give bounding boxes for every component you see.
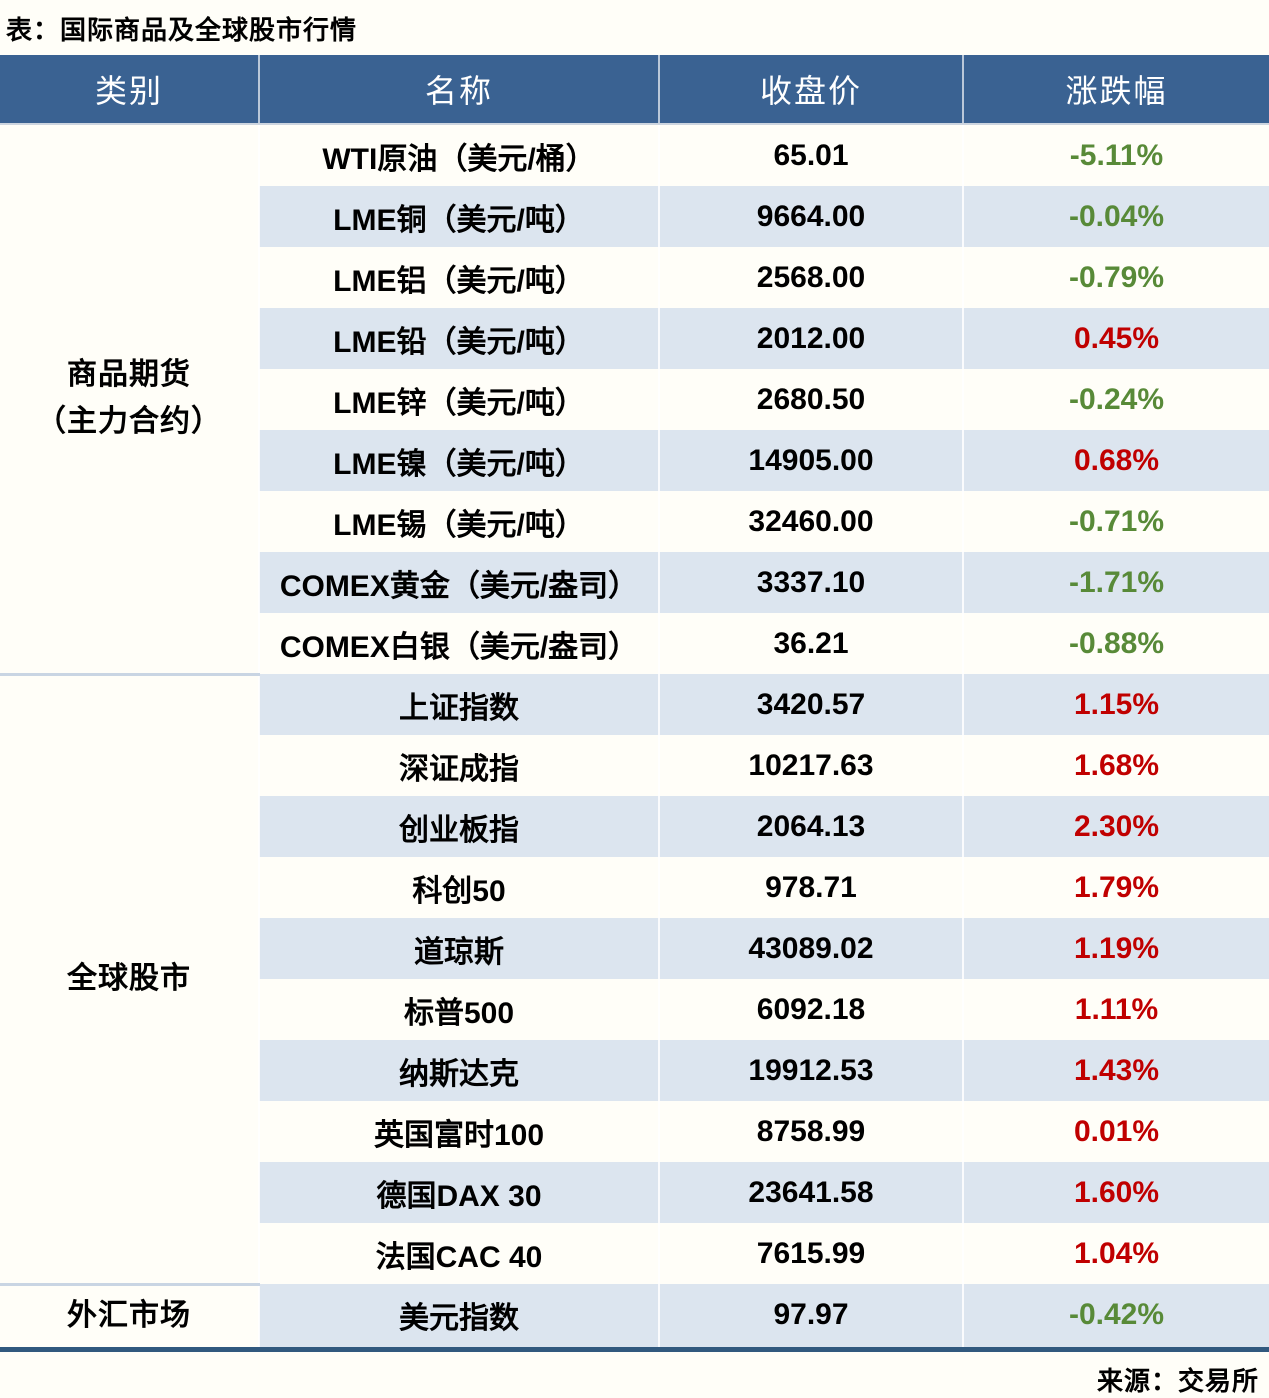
- close-price-cell: 6092.18: [659, 979, 964, 1040]
- change-percent-cell: -5.11%: [1069, 138, 1164, 172]
- change-percent-cell: 1.60%: [963, 1162, 1269, 1223]
- change-percent-cell: 0.45%: [963, 308, 1269, 369]
- name-cell: COMEX白银（美元/盎司）: [259, 613, 660, 674]
- page-title: 表：国际商品及全球股市行情: [6, 15, 358, 45]
- change-percent-cell: 1.79%: [1073, 870, 1160, 904]
- change-percent-cell: 1.68%: [1073, 748, 1160, 782]
- close-price-cell: 2568.00: [659, 247, 964, 308]
- close-price-cell: 14905.00: [659, 430, 964, 491]
- table-row: LME锡（美元/吨） 32460.00 -0.71%: [0, 491, 1269, 552]
- table-row: COMEX黄金（美元/盎司） 3337.10 -1.71%: [0, 552, 1269, 613]
- table-row: LME铝（美元/吨） 2568.00 -0.79%: [0, 247, 1269, 308]
- close-price-cell: 2012.00: [659, 308, 964, 369]
- column-header-change: 涨跌幅: [963, 55, 1269, 125]
- name-cell: LME镍（美元/吨）: [259, 430, 660, 491]
- close-price-cell: 3337.10: [659, 552, 964, 613]
- change-percent-cell: 0.01%: [1073, 1114, 1160, 1148]
- name-cell: LME锌（美元/吨）: [259, 369, 660, 430]
- close-price-cell: 36.21: [659, 613, 964, 674]
- close-price-cell: 2064.13: [659, 796, 964, 857]
- close-price-cell: 65.01: [659, 124, 964, 186]
- table-header-row: 类别 名称 收盘价 涨跌幅: [0, 55, 1269, 125]
- name-cell: 上证指数: [259, 674, 660, 735]
- name-cell: 法国CAC 40: [259, 1223, 660, 1284]
- change-percent-cell: -0.71%: [1068, 504, 1165, 538]
- table-row: 英国富时100 8758.99 0.01%: [0, 1101, 1269, 1162]
- source-note: 来源：交易所: [1096, 1365, 1259, 1396]
- category-cell: 全球股市: [0, 674, 260, 1286]
- column-header-close: 收盘价: [659, 55, 964, 125]
- name-cell: 道琼斯: [259, 918, 660, 979]
- table-row: LME铅（美元/吨） 2012.00 0.45%: [0, 308, 1269, 369]
- table-row: LME锌（美元/吨） 2680.50 -0.24%: [0, 369, 1269, 430]
- change-percent-cell: -0.04%: [963, 186, 1269, 247]
- change-percent-cell: -1.71%: [963, 552, 1269, 613]
- name-cell: 科创50: [259, 857, 660, 918]
- change-percent-cell: 1.19%: [963, 918, 1269, 979]
- name-cell: 德国DAX 30: [259, 1162, 660, 1223]
- table-body: 商品期货 （主力合约） WTI原油（美元/桶） 65.01 -5.11% LME铜（美元…: [0, 124, 1269, 1349]
- market-table: 类别 名称 收盘价 涨跌幅 商品期货 （主力合约） WTI原油（美元/桶） 65.0…: [0, 55, 1269, 1352]
- name-cell: 英国富时100: [259, 1101, 660, 1162]
- table-row: 创业板指 2064.13 2.30%: [0, 796, 1269, 857]
- change-percent-cell: -0.42%: [963, 1284, 1269, 1349]
- name-cell: 纳斯达克: [259, 1040, 660, 1101]
- table-row: 德国DAX 30 23641.58 1.60%: [0, 1162, 1269, 1223]
- name-cell: LME铅（美元/吨）: [259, 308, 660, 369]
- close-price-cell: 97.97: [659, 1284, 964, 1349]
- change-percent-cell: -0.88%: [1068, 626, 1165, 660]
- table-row: 科创50 978.71 1.79%: [0, 857, 1269, 918]
- close-price-cell: 8758.99: [659, 1101, 964, 1162]
- column-header-name: 名称: [259, 55, 660, 125]
- close-price-cell: 32460.00: [659, 491, 964, 552]
- close-price-cell: 2680.50: [659, 369, 964, 430]
- name-cell: COMEX黄金（美元/盎司）: [259, 552, 660, 613]
- change-percent-cell: 1.43%: [963, 1040, 1269, 1101]
- name-cell: 创业板指: [259, 796, 660, 857]
- close-price-cell: 23641.58: [659, 1162, 964, 1223]
- column-header-category: 类别: [0, 55, 260, 125]
- name-cell: WTI原油（美元/桶）: [259, 124, 660, 186]
- change-percent-cell: 1.04%: [1073, 1236, 1160, 1270]
- close-price-cell: 7615.99: [659, 1223, 964, 1284]
- table-row: 外汇市场 美元指数 97.97 -0.42%: [0, 1284, 1269, 1349]
- change-percent-cell: -0.24%: [1068, 382, 1165, 416]
- table-row: LME铜（美元/吨） 9664.00 -0.04%: [0, 186, 1269, 247]
- close-price-cell: 9664.00: [659, 186, 964, 247]
- close-price-cell: 19912.53: [659, 1040, 964, 1101]
- table-row: 全球股市 上证指数 3420.57 1.15%: [0, 674, 1269, 1286]
- name-cell: LME铝（美元/吨）: [259, 247, 660, 308]
- change-percent-cell: 0.68%: [963, 430, 1269, 491]
- close-price-cell: 978.71: [659, 857, 964, 918]
- name-cell: 美元指数: [259, 1284, 660, 1349]
- change-percent-cell: -0.79%: [1068, 260, 1165, 294]
- close-price-cell: 10217.63: [659, 735, 964, 796]
- change-percent-cell: 2.30%: [963, 796, 1269, 857]
- category-cell: 商品期货 （主力合约）: [0, 124, 260, 676]
- table-row: COMEX白银（美元/盎司） 36.21 -0.88%: [0, 613, 1269, 674]
- table-row: 道琼斯 43089.02 1.19%: [0, 918, 1269, 979]
- table-row: LME镍（美元/吨） 14905.00 0.68%: [0, 430, 1269, 491]
- close-price-cell: 3420.57: [659, 674, 964, 735]
- table-row: 法国CAC 40 7615.99 1.04%: [0, 1223, 1269, 1284]
- name-cell: LME铜（美元/吨）: [259, 186, 660, 247]
- table-row: 标普500 6092.18 1.11%: [0, 979, 1269, 1040]
- category-cell: 外汇市场: [0, 1284, 260, 1349]
- name-cell: LME锡（美元/吨）: [259, 491, 660, 552]
- table-row: 深证成指 10217.63 1.68%: [0, 735, 1269, 796]
- change-percent-cell: 1.11%: [1074, 992, 1159, 1026]
- table-row: 商品期货 （主力合约） WTI原油（美元/桶） 65.01 -5.11%: [0, 124, 1269, 676]
- close-price-cell: 43089.02: [659, 918, 964, 979]
- name-cell: 标普500: [259, 979, 660, 1040]
- table-row: 纳斯达克 19912.53 1.43%: [0, 1040, 1269, 1101]
- change-percent-cell: 1.15%: [963, 674, 1269, 735]
- name-cell: 深证成指: [259, 735, 660, 796]
